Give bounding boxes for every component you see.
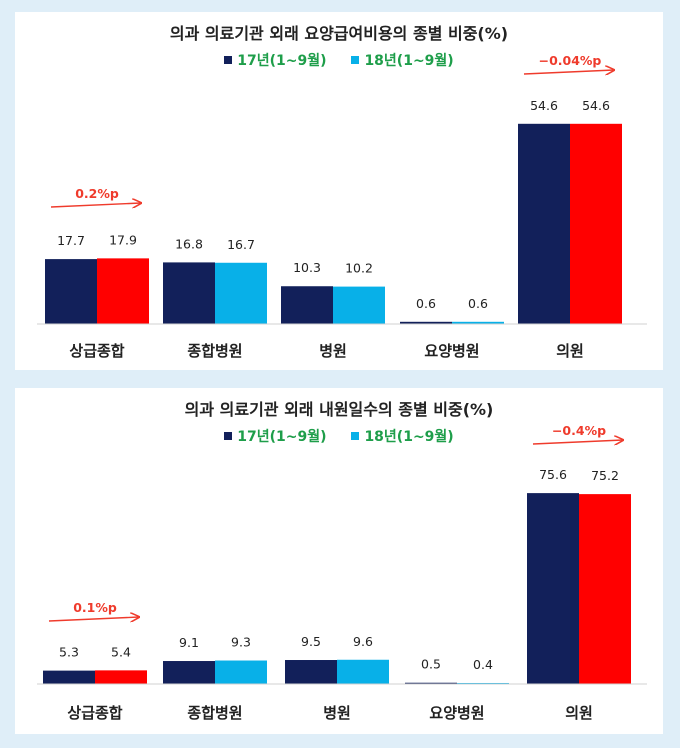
data-label: 10.2 xyxy=(345,261,373,276)
data-label: 75.2 xyxy=(591,468,619,483)
chart-plot: 5.3 5.4 상급종합 9.1 9.3 종합병원 9.5 9.6 병원 0.5 0.4 요양병원 75… xyxy=(37,423,647,722)
chart-panel-visits: 의과 의료기관 외래 내원일수의 종별 비중(%) 17년(1~9월) 18년(… xyxy=(15,388,663,734)
data-label: 54.6 xyxy=(582,98,610,113)
change-annotation-arrow xyxy=(523,70,614,74)
change-annotation-arrow xyxy=(48,617,139,621)
chart-legend: 17년(1~9월) 18년(1~9월) xyxy=(15,426,663,446)
bar-2018 xyxy=(337,659,389,684)
chart-title: 의과 의료기관 외래 내원일수의 종별 비중(%) xyxy=(184,400,494,419)
category-label: 의원 xyxy=(556,342,584,360)
change-annotation-arrow xyxy=(532,440,623,444)
bar-2018 xyxy=(215,262,267,324)
data-label: 10.3 xyxy=(293,260,321,275)
data-label: 5.4 xyxy=(111,644,131,659)
bar-2017 xyxy=(527,493,579,684)
data-label: 0.6 xyxy=(468,296,488,311)
legend-label-2018: 18년(1~9월) xyxy=(364,429,454,445)
category-label: 상급종합 xyxy=(67,704,122,722)
bar-2018 xyxy=(333,286,385,324)
chart-plot: 17.7 17.9 상급종합 16.8 16.7 종합병원 10.3 10.2 병원 0.6 0.6… xyxy=(37,53,647,360)
data-label: 0.4 xyxy=(473,657,493,672)
bar-2017 xyxy=(405,682,457,684)
category-label: 병원 xyxy=(323,704,351,722)
bar-2017 xyxy=(400,321,452,324)
bar-2018 xyxy=(97,258,149,324)
data-label: 9.6 xyxy=(353,634,373,649)
bar-2017 xyxy=(281,286,333,324)
data-label: 9.1 xyxy=(179,635,199,650)
legend-swatch-2018 xyxy=(351,56,360,64)
legend-label-2017: 17년(1~9월) xyxy=(237,429,327,445)
bar-2017 xyxy=(163,661,215,684)
bar-2017 xyxy=(43,670,95,684)
data-label: 16.8 xyxy=(175,236,203,251)
legend-label-2018: 18년(1~9월) xyxy=(364,53,454,69)
data-label: 0.6 xyxy=(416,296,436,311)
category-label: 상급종합 xyxy=(69,342,124,360)
bar-2018 xyxy=(95,670,147,684)
legend-item-2017: 17년(1~9월) xyxy=(224,426,327,446)
data-label: 0.5 xyxy=(421,657,441,672)
category-label: 의원 xyxy=(565,704,593,722)
legend-swatch-2018 xyxy=(351,432,360,440)
bar-2018 xyxy=(452,321,504,324)
legend-swatch-2017 xyxy=(224,56,233,64)
bar-2017 xyxy=(285,660,337,684)
category-label: 병원 xyxy=(319,342,347,360)
data-label: 9.3 xyxy=(231,635,251,650)
data-label: 75.6 xyxy=(539,467,567,482)
chart-panel-cost: 의과 의료기관 외래 요양급여비용의 종별 비중(%) 17년(1~9월) 18… xyxy=(15,12,663,370)
category-label: 요양병원 xyxy=(429,704,484,722)
bar-2017 xyxy=(45,259,97,324)
change-annotation-label: 0.2%p xyxy=(75,186,119,201)
bar-2018 xyxy=(215,660,267,684)
bar-2018 xyxy=(579,494,631,684)
change-annotation-label: −0.04%p xyxy=(539,53,602,68)
data-label: 5.3 xyxy=(59,645,79,660)
change-annotation-label: 0.1%p xyxy=(73,600,117,615)
legend-label-2017: 17년(1~9월) xyxy=(237,53,327,69)
data-label: 9.5 xyxy=(301,634,321,649)
category-label: 종합병원 xyxy=(187,704,242,722)
data-label: 17.7 xyxy=(57,233,85,248)
data-label: 16.7 xyxy=(227,237,255,252)
legend-item-2017: 17년(1~9월) xyxy=(224,50,327,70)
chart-title: 의과 의료기관 외래 요양급여비용의 종별 비중(%) xyxy=(169,24,509,43)
legend-item-2018: 18년(1~9월) xyxy=(351,426,454,446)
bar-2017 xyxy=(163,262,215,324)
bar-2018 xyxy=(457,682,509,684)
data-label: 54.6 xyxy=(530,98,558,113)
category-label: 요양병원 xyxy=(424,342,479,360)
bar-2018 xyxy=(570,123,622,324)
category-label: 종합병원 xyxy=(187,342,242,360)
legend-item-2018: 18년(1~9월) xyxy=(351,50,454,70)
data-label: 17.9 xyxy=(109,232,137,247)
change-annotation-arrow xyxy=(50,203,141,207)
change-annotation-label: −0.4%p xyxy=(552,423,606,438)
chart-legend: 17년(1~9월) 18년(1~9월) xyxy=(15,50,663,70)
legend-swatch-2017 xyxy=(224,432,233,440)
bar-2017 xyxy=(518,123,570,324)
